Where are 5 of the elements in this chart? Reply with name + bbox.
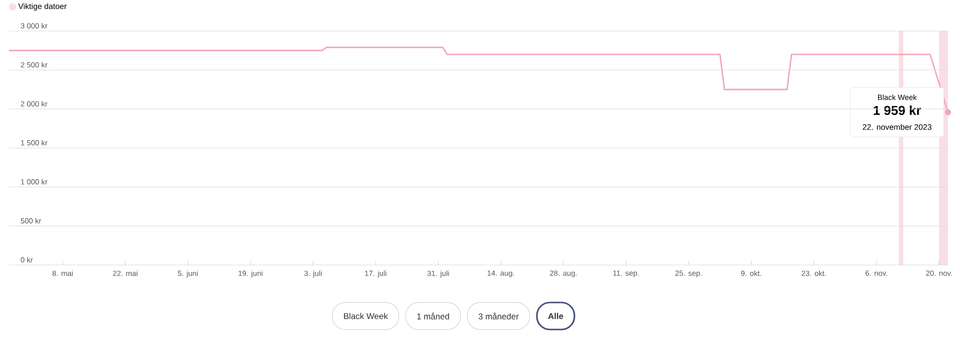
text: 3 måneder — [478, 312, 519, 320]
text: Black Week — [344, 312, 388, 320]
text: 1 måned — [417, 312, 450, 320]
text: Alle — [548, 312, 564, 320]
annotation: 1 959 kr — [874, 105, 922, 115]
